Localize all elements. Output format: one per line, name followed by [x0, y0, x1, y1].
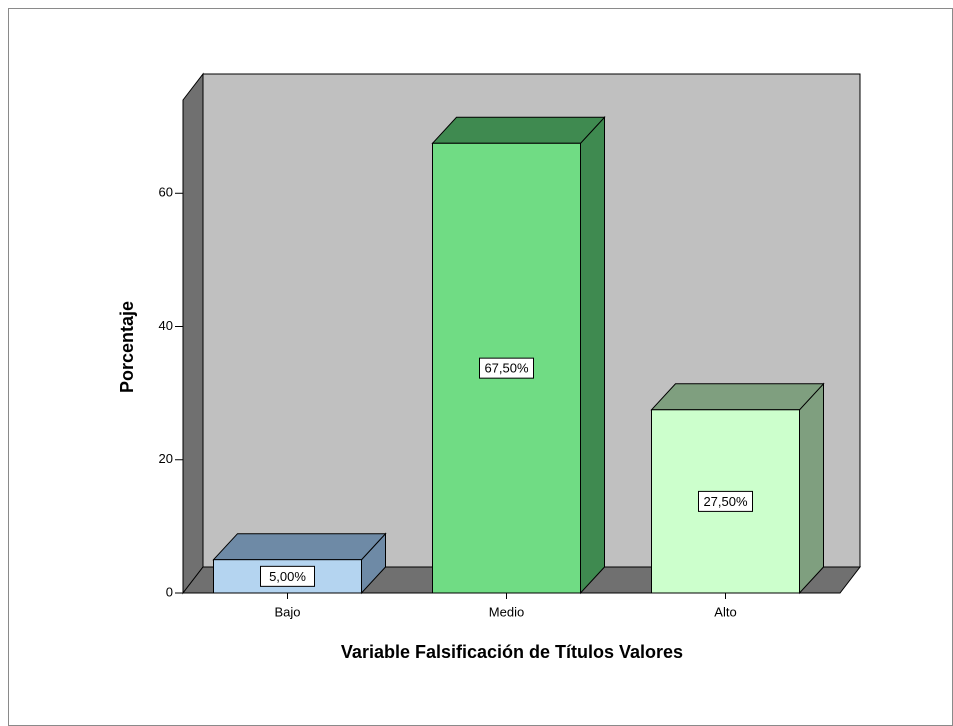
value-label-box: [260, 565, 315, 587]
bar-top: [212, 533, 387, 561]
x-tick-label: Medio: [489, 604, 524, 619]
y-tick-label: 60: [159, 185, 173, 200]
plot: 0 20 40 60 5,00% Bajo 67,50% Medio 27,50% Alto: [159, 72, 862, 619]
bar-top: [650, 383, 825, 411]
y-tick-label: 40: [159, 318, 173, 333]
bar: [650, 382, 825, 595]
value-label-box: [698, 490, 753, 512]
value-label: 27,50%: [703, 494, 748, 509]
left-wall: [182, 72, 204, 595]
bar: [431, 116, 606, 595]
x-axis-title: Variable Falsificación de Títulos Valore…: [341, 642, 683, 662]
y-tick-label: 0: [166, 584, 173, 599]
x-tick-label: Bajo: [274, 604, 300, 619]
bar-top: [431, 116, 606, 144]
bar-side: [580, 116, 605, 595]
y-axis-title: Porcentaje: [117, 301, 137, 393]
value-label-box: [479, 357, 534, 379]
y-tick-label: 20: [159, 451, 173, 466]
value-label: 5,00%: [269, 569, 306, 584]
bar: [212, 532, 387, 595]
value-label: 67,50%: [484, 361, 529, 376]
x-tick-label: Alto: [714, 604, 736, 619]
bar-side: [799, 382, 824, 595]
